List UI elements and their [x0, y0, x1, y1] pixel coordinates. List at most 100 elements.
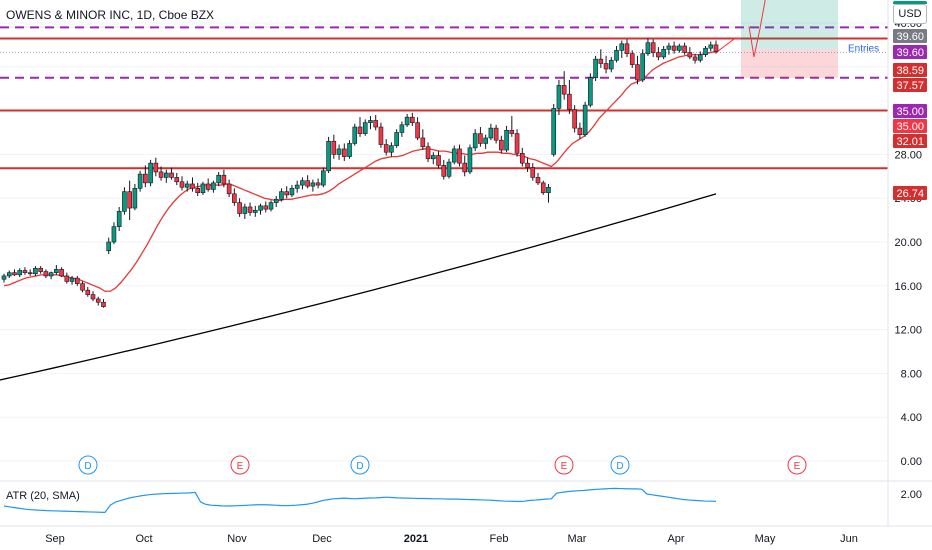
y-tick-label: 12.00 [894, 325, 922, 337]
candle [666, 42, 672, 55]
candle [535, 173, 541, 186]
candle-body [504, 130, 509, 151]
long-position-tool[interactable]: Entries [715, 0, 879, 78]
candle-body [310, 182, 316, 187]
time-axis[interactable]: Sep Oct Nov Dec 2021 Feb Mar Apr May Jun [45, 533, 858, 545]
candle [33, 266, 38, 276]
chart-title: OWENS & MINOR INC, 1D, Cboe BZX [6, 8, 214, 22]
price-tag-bg [893, 119, 927, 133]
candle-body [305, 180, 310, 187]
currency-button[interactable]: USD [893, 1, 927, 24]
candle-body [336, 148, 342, 155]
event-marker: D [78, 455, 98, 475]
price-axis[interactable]: 40.0036.0028.0024.0020.0016.0012.008.004… [887, 0, 927, 526]
candle-body [430, 155, 436, 160]
candle-body [593, 58, 598, 79]
event-circle [230, 455, 250, 475]
price-tag-bg [893, 186, 927, 200]
candle-body [1, 275, 7, 280]
event-letter: E [794, 461, 801, 472]
candle [321, 167, 326, 188]
event-circle [787, 455, 807, 475]
candle [190, 177, 195, 192]
candle [232, 188, 237, 206]
candle [488, 123, 494, 141]
y-tick-label: 16.00 [894, 281, 922, 293]
candle [90, 291, 96, 302]
candle-body [59, 269, 64, 277]
price-tag: 39.60 [893, 29, 927, 43]
candle-body [38, 267, 43, 272]
event-marker: E [554, 455, 574, 475]
candle [64, 272, 70, 284]
candle [74, 275, 80, 286]
candle [420, 129, 426, 151]
candle [38, 266, 43, 274]
candle [635, 55, 640, 85]
candle [158, 166, 164, 181]
candle-body [582, 104, 588, 135]
candle [169, 167, 174, 180]
candle [247, 202, 253, 216]
stop-zone [741, 49, 838, 78]
x-tick-label: Mar [568, 533, 587, 545]
candle [582, 101, 588, 137]
candle-body [446, 161, 452, 177]
candle-body [132, 188, 138, 209]
candle [692, 53, 698, 64]
candle-body [703, 47, 708, 56]
sma-path [0, 193, 717, 381]
candle-body [499, 139, 504, 151]
event-marker: E [230, 455, 250, 475]
candle [404, 113, 410, 128]
candle [556, 79, 562, 115]
candle-body [378, 126, 384, 145]
candle-body [237, 202, 242, 214]
candle-body [399, 124, 405, 133]
candle [362, 119, 368, 136]
candle-body [106, 241, 112, 252]
candle [415, 117, 420, 141]
candle [148, 159, 153, 187]
candle-body [451, 148, 457, 163]
candle [451, 145, 457, 165]
candle [478, 127, 483, 147]
atr-path [3, 487, 717, 514]
event-letter: D [84, 461, 91, 472]
price-tag-label: 32.01 [896, 136, 924, 148]
candle-body [43, 271, 49, 277]
candle [205, 178, 211, 192]
candle-body [12, 272, 17, 276]
candle [54, 264, 59, 275]
candle [598, 49, 604, 68]
candle-body [216, 174, 221, 184]
candle [137, 170, 143, 192]
x-tick-label: 2021 [404, 533, 428, 545]
candle-body [394, 132, 399, 146]
candle-body [614, 50, 619, 61]
candle-body [190, 183, 195, 189]
candle [341, 143, 347, 161]
candle-body [211, 182, 216, 190]
candle-body [420, 137, 426, 148]
candle [572, 105, 577, 133]
candle-body [556, 85, 562, 109]
candle-body [588, 77, 593, 106]
projection-arrow [715, 37, 741, 53]
candle [467, 144, 473, 175]
candle-body [205, 183, 211, 190]
candle-body [48, 272, 54, 277]
candle [389, 142, 394, 157]
candle [305, 175, 310, 189]
candle [116, 206, 122, 232]
candle [163, 169, 169, 183]
candle [268, 200, 274, 212]
candle [294, 180, 300, 193]
candle-body [624, 43, 630, 54]
event-marker: E [787, 455, 807, 475]
candle [101, 298, 106, 308]
candle [6, 270, 12, 279]
candle [410, 112, 415, 126]
